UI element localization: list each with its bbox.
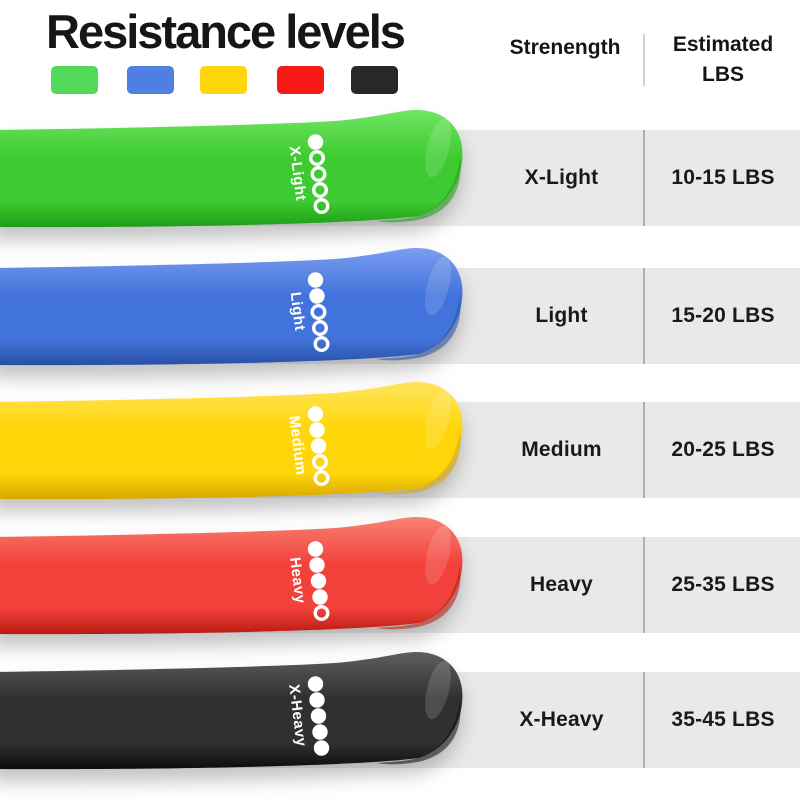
dot bbox=[309, 422, 325, 438]
dot bbox=[309, 692, 325, 708]
swatch-black bbox=[351, 66, 398, 94]
swatch-yellow bbox=[200, 66, 247, 94]
swatch-red bbox=[277, 66, 324, 94]
dot bbox=[310, 708, 327, 724]
lbs-cell: 25-35 LBS bbox=[671, 573, 775, 596]
color-legend bbox=[51, 66, 398, 94]
column-header-estimated-line2: LBS bbox=[702, 63, 744, 86]
dot bbox=[313, 335, 330, 352]
dot bbox=[309, 150, 326, 167]
band-row-medium: Medium 20-25 LBS Medium bbox=[0, 381, 800, 500]
dot bbox=[312, 724, 328, 740]
dot bbox=[313, 197, 330, 214]
column-header-estimated-line1: Estimated bbox=[672, 33, 774, 56]
band-shape bbox=[0, 651, 463, 770]
dot bbox=[309, 288, 325, 304]
band-row-x-heavy: X-Heavy 35-45 LBS X-Heavy bbox=[0, 651, 800, 770]
dot bbox=[313, 469, 330, 486]
lbs-cell: 10-15 LBS bbox=[671, 166, 775, 189]
band-highlight bbox=[425, 525, 451, 585]
band-row-x-light: X-Light 10-15 LBS X-Light bbox=[0, 109, 800, 228]
band-x-light: X-Light bbox=[0, 109, 463, 228]
band-shape bbox=[0, 516, 463, 635]
swatch-green bbox=[51, 66, 98, 94]
band-shape bbox=[0, 381, 463, 500]
dot bbox=[310, 573, 327, 589]
band-highlight bbox=[425, 390, 451, 450]
resistance-dots bbox=[307, 272, 330, 352]
band-row-heavy: Heavy 25-35 LBS Heavy bbox=[0, 516, 800, 635]
column-divider bbox=[643, 537, 645, 633]
strength-cell: Light bbox=[535, 304, 588, 327]
band-row-light: Light 15-20 LBS Light bbox=[0, 247, 800, 366]
dot bbox=[309, 557, 325, 573]
band-fold-curl bbox=[376, 157, 461, 223]
strength-cell: X-Heavy bbox=[519, 708, 604, 731]
band-medium: Medium bbox=[0, 381, 463, 500]
strength-cell: Heavy bbox=[530, 573, 593, 596]
band-label: X-Light bbox=[286, 145, 310, 202]
column-divider bbox=[643, 268, 645, 364]
band-highlight bbox=[425, 118, 451, 178]
resistance-dots bbox=[307, 406, 330, 486]
column-header-estimated-lbs: Estimated LBS bbox=[648, 30, 798, 90]
band-fold-curl bbox=[376, 564, 461, 630]
band-light: Light bbox=[0, 247, 463, 366]
dot bbox=[307, 676, 324, 692]
dot bbox=[313, 740, 330, 756]
band-highlight bbox=[425, 660, 451, 720]
page-title: Resistance levels bbox=[46, 5, 406, 58]
dot bbox=[310, 438, 327, 454]
band-x-heavy: X-Heavy bbox=[0, 651, 463, 770]
dot bbox=[312, 453, 329, 470]
dot bbox=[307, 406, 324, 422]
dot bbox=[310, 304, 327, 321]
dot bbox=[310, 166, 327, 183]
lbs-cell: 20-25 LBS bbox=[671, 438, 775, 461]
dot bbox=[312, 589, 328, 605]
dot bbox=[312, 181, 329, 198]
resistance-dots bbox=[307, 134, 330, 214]
band-heavy: Heavy bbox=[0, 516, 463, 635]
band-highlight bbox=[425, 256, 451, 316]
band-shape bbox=[0, 109, 463, 228]
dot bbox=[312, 319, 329, 336]
resistance-dots bbox=[307, 676, 330, 756]
lbs-cell: 35-45 LBS bbox=[671, 708, 775, 731]
band-label: Light bbox=[287, 291, 309, 332]
header-divider bbox=[643, 34, 645, 86]
column-divider bbox=[643, 672, 645, 768]
strength-cell: Medium bbox=[521, 438, 602, 461]
lbs-cell: 15-20 LBS bbox=[671, 304, 775, 327]
band-fold-curl bbox=[376, 295, 461, 361]
dot bbox=[307, 134, 324, 150]
band-shape bbox=[0, 247, 463, 366]
swatch-blue bbox=[127, 66, 174, 94]
band-fold-curl bbox=[376, 429, 461, 495]
band-label: Heavy bbox=[286, 556, 309, 605]
column-divider bbox=[643, 402, 645, 498]
column-divider bbox=[643, 130, 645, 226]
dot bbox=[313, 604, 330, 621]
strength-cell: X-Light bbox=[524, 166, 599, 189]
dot bbox=[307, 541, 324, 557]
band-fold-curl bbox=[376, 699, 461, 765]
resistance-dots bbox=[307, 541, 330, 621]
dot bbox=[307, 272, 324, 288]
column-header-strength: Strenength bbox=[509, 36, 621, 59]
